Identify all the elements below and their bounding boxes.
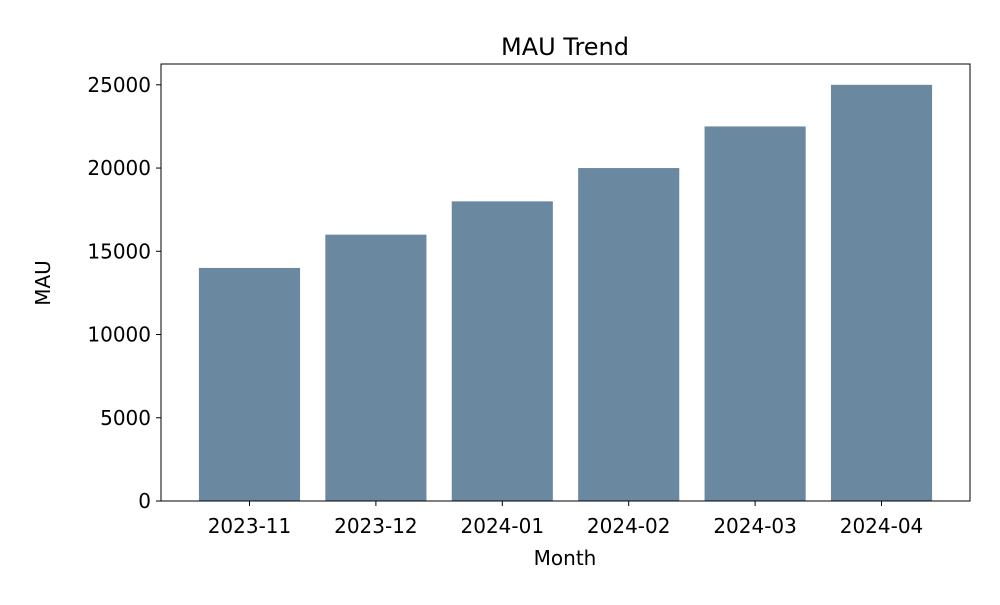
x-tick-label: 2024-01 xyxy=(461,514,545,538)
x-tick-label: 2023-11 xyxy=(208,514,292,538)
x-tick-label: 2023-12 xyxy=(334,514,418,538)
bar-2024-02 xyxy=(578,168,680,502)
y-tick-label: 25000 xyxy=(87,73,151,97)
bars-group xyxy=(198,84,933,502)
bar-2023-12 xyxy=(325,234,427,501)
y-tick-label: 10000 xyxy=(87,323,151,347)
y-tick-label: 0 xyxy=(138,489,151,513)
x-tick-label: 2024-02 xyxy=(587,514,671,538)
plot-area-frame xyxy=(160,63,971,502)
x-axis-label: Month xyxy=(534,546,597,570)
y-tick-label: 15000 xyxy=(87,239,151,263)
y-tick-label: 20000 xyxy=(87,156,151,180)
bar-2023-11 xyxy=(198,267,301,501)
chart-title: MAU Trend xyxy=(501,33,629,61)
y-axis-ticks: 0 5000 10000 15000 20000 25000 xyxy=(87,73,161,513)
y-tick-label: 5000 xyxy=(100,406,151,430)
bar-2024-01 xyxy=(451,201,553,502)
x-axis-ticks: 2023-11 2023-12 2024-01 2024-02 2024-03 2024-… xyxy=(208,501,924,538)
y-axis-label: MAU xyxy=(31,260,55,306)
x-tick-label: 2024-04 xyxy=(840,514,924,538)
bar-2024-04 xyxy=(830,84,933,502)
x-tick-label: 2024-03 xyxy=(713,514,797,538)
bar-2024-03 xyxy=(704,126,806,501)
